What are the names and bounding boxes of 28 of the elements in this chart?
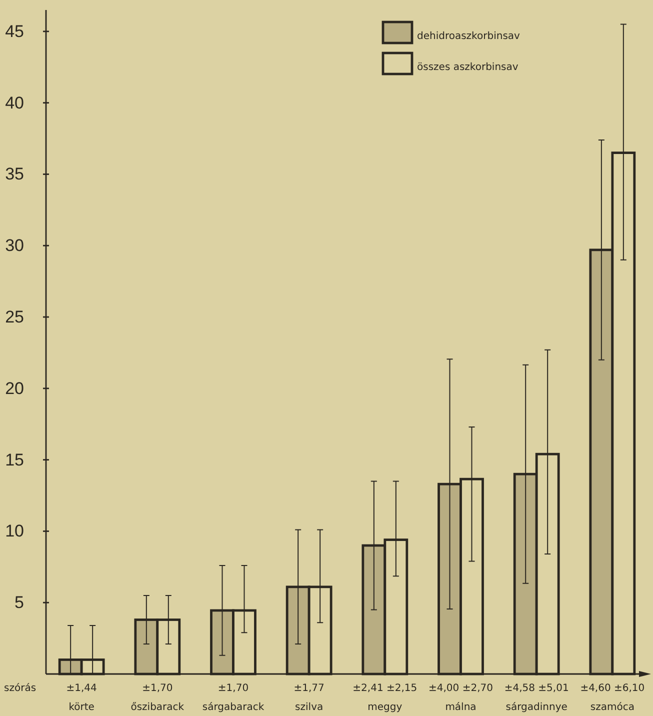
x-tick-label: sárgabarack xyxy=(202,702,264,713)
y-tick-label: 25 xyxy=(5,307,24,326)
text: ±1,77 xyxy=(294,683,324,694)
x-tick-label: málna xyxy=(445,702,476,713)
text: ±4,00 ±2,70 xyxy=(428,683,493,694)
text: ±1,70 xyxy=(142,683,173,694)
y-tick-label: 5 xyxy=(14,593,24,612)
text: ±2,41 ±2,15 xyxy=(352,683,418,694)
y-tick-label: 20 xyxy=(5,378,24,398)
y-tick-label: 10 xyxy=(5,522,24,541)
y-tick-label: 30 xyxy=(5,236,24,256)
text: szórás xyxy=(4,683,36,694)
text: ±1,44 xyxy=(66,683,97,694)
legend-label: összes aszkorbinsav xyxy=(417,62,518,73)
legend-label: dehidroaszkorbinsav xyxy=(417,31,520,42)
y-tick-label: 40 xyxy=(5,93,24,112)
x-tick-label: szamóca xyxy=(590,702,634,713)
y-tick-label: 35 xyxy=(5,164,24,184)
x-tick-label: őszibarack xyxy=(130,702,184,713)
x-tick-label: sárgadinnye xyxy=(506,702,568,713)
text: ±4,58 ±5,01 xyxy=(504,683,569,694)
x-tick-label: szilva xyxy=(295,702,324,713)
y-tick-label: 15 xyxy=(5,450,24,470)
x-tick-label: körte xyxy=(68,702,94,713)
x-tick-label: meggy xyxy=(368,702,402,713)
text: ±1,70 xyxy=(218,683,249,694)
text: ±4,60 ±6,10 xyxy=(580,683,645,694)
y-tick-label: 45 xyxy=(5,22,24,41)
